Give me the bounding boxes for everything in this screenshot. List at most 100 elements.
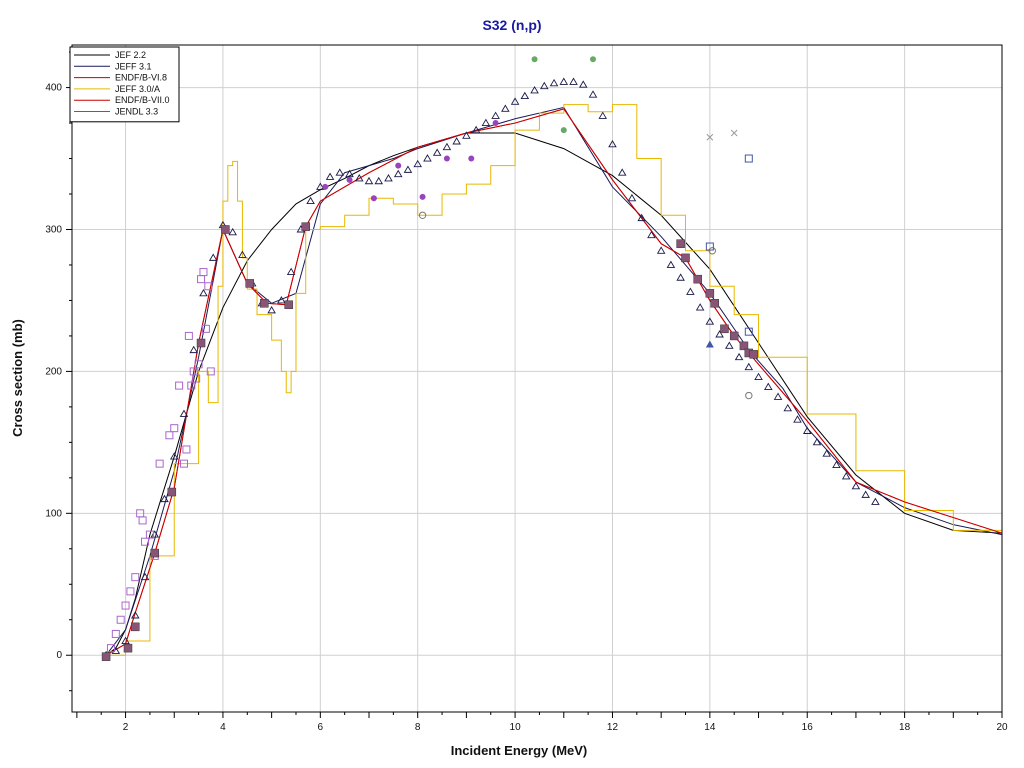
data-point: [141, 537, 150, 546]
data-point: [106, 644, 115, 653]
x-tick-label: 20: [996, 722, 1008, 733]
points-open-circle: [418, 211, 753, 400]
data-point: [101, 652, 111, 661]
series-point: [871, 497, 880, 505]
legend-entry: JENDL 3.3: [115, 107, 158, 117]
series-point: [763, 382, 773, 390]
data-point: [729, 331, 739, 341]
data-point: [196, 338, 206, 348]
series-point: [549, 78, 559, 87]
series-point: [179, 409, 189, 417]
series-line-jeff-3-0-a: [106, 104, 1003, 656]
data-point: [260, 299, 269, 308]
series-point: [647, 230, 656, 239]
x-tick-label: 4: [220, 722, 226, 733]
data-point: [111, 629, 120, 638]
series-point: [423, 154, 432, 162]
series-point: [734, 352, 744, 361]
data-point: [395, 162, 402, 169]
data-point: [745, 391, 753, 400]
series-point: [832, 460, 841, 469]
data-point: [560, 127, 567, 134]
series-point: [354, 174, 364, 182]
legend-entry: ENDF/B-VII.0: [115, 95, 170, 105]
data-point: [131, 622, 140, 632]
series-point: [812, 437, 822, 446]
points-filled-triangle: [705, 340, 714, 348]
data-point: [155, 459, 164, 468]
series-point: [238, 250, 247, 258]
series-point: [403, 165, 413, 173]
data-point: [187, 381, 196, 390]
data-point: [126, 587, 135, 596]
series-point: [793, 415, 802, 423]
data-point: [182, 445, 191, 454]
data-point: [730, 129, 738, 137]
data-point: [693, 274, 702, 284]
series-point: [530, 86, 539, 94]
series-point: [228, 227, 237, 236]
series-point: [189, 345, 199, 354]
y-tick-label: 0: [56, 650, 62, 661]
y-tick-label: 400: [45, 83, 62, 94]
series-point: [754, 372, 763, 381]
legend-entry: JEF 2.2: [115, 50, 146, 60]
series-point: [501, 104, 510, 112]
series-point: [316, 182, 325, 190]
series-layer: [101, 77, 1003, 659]
series-point: [442, 142, 452, 151]
x-axis-ticks: 2 4 6 8 10 12 14 16 18 20: [76, 712, 1008, 733]
data-point: [705, 340, 714, 348]
experimental-points-layer: [101, 56, 758, 661]
series-point: [705, 317, 715, 325]
series-point: [160, 494, 169, 503]
data-point: [705, 289, 715, 298]
x-tick-label: 16: [802, 722, 814, 733]
series-point: [510, 97, 520, 105]
series-point: [725, 341, 734, 349]
series-point: [588, 90, 598, 98]
series-point: [199, 288, 208, 297]
plot-area-frame: [71, 44, 1003, 713]
series-point: [491, 111, 500, 119]
y-axis-label: Cross section (mb): [10, 319, 25, 437]
data-point: [150, 548, 160, 558]
data-point: [201, 324, 210, 333]
series-point: [140, 572, 150, 581]
data-point: [589, 56, 596, 63]
series-point: [578, 80, 588, 88]
data-point: [531, 56, 538, 63]
series-point: [802, 426, 812, 434]
data-point: [705, 242, 714, 251]
series-point: [325, 172, 335, 180]
x-tick-label: 8: [415, 722, 421, 733]
series-point: [345, 169, 354, 178]
series-point: [471, 125, 481, 134]
series-point: [783, 403, 793, 412]
y-tick-label: 100: [45, 508, 62, 519]
legend-entry: ENDF/B-VI.8: [115, 73, 167, 83]
data-point: [322, 183, 329, 190]
data-point: [708, 247, 716, 255]
points-filled-circle: [322, 120, 499, 202]
data-point: [492, 120, 499, 127]
data-point: [167, 487, 177, 497]
series-point: [121, 636, 130, 644]
data-point: [443, 155, 450, 162]
series-point: [598, 111, 608, 119]
x-tick-label: 10: [510, 722, 522, 733]
series-point: [637, 213, 646, 222]
data-point: [284, 300, 293, 309]
data-point: [370, 195, 377, 202]
series-point: [715, 330, 724, 338]
data-point: [245, 279, 254, 288]
points-filled-circle: [531, 56, 596, 134]
data-point: [468, 155, 475, 162]
data-point: [145, 530, 154, 539]
series-point: [169, 452, 179, 460]
series-point: [861, 490, 870, 498]
series-point: [666, 260, 676, 268]
